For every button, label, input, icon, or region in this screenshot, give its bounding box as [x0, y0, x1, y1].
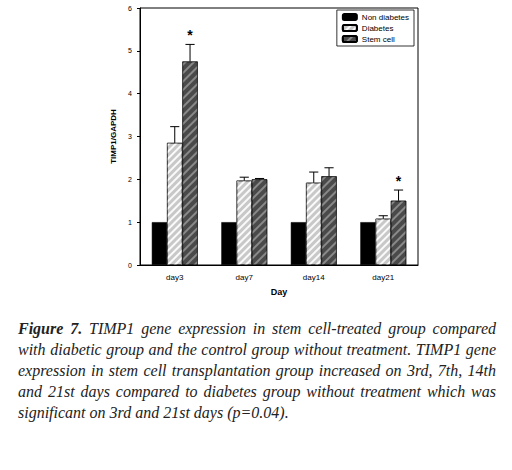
- svg-text:*: *: [396, 173, 402, 189]
- svg-text:day14: day14: [303, 273, 325, 282]
- svg-text:TIMP1/GAPDH: TIMP1/GAPDH: [109, 109, 118, 164]
- svg-text:2: 2: [128, 176, 132, 183]
- svg-text:*: *: [187, 27, 193, 43]
- svg-text:day3: day3: [166, 273, 184, 282]
- svg-text:day21: day21: [372, 273, 394, 282]
- svg-text:4: 4: [128, 90, 132, 97]
- svg-text:0: 0: [128, 262, 132, 269]
- svg-text:5: 5: [128, 47, 132, 54]
- svg-text:day7: day7: [236, 273, 254, 282]
- svg-text:1: 1: [128, 219, 132, 226]
- svg-text:Diabetes: Diabetes: [362, 24, 394, 33]
- svg-text:Stem cell: Stem cell: [362, 35, 395, 44]
- svg-text:Day: Day: [271, 287, 288, 297]
- svg-text:6: 6: [128, 5, 132, 12]
- svg-text:3: 3: [128, 133, 132, 140]
- svg-text:Non diabetes: Non diabetes: [362, 13, 409, 22]
- html-text:Figure 7. TIMP1 gene expressio: Figure 7. TIMP1 gene expression in stem …: [18, 320, 496, 421]
